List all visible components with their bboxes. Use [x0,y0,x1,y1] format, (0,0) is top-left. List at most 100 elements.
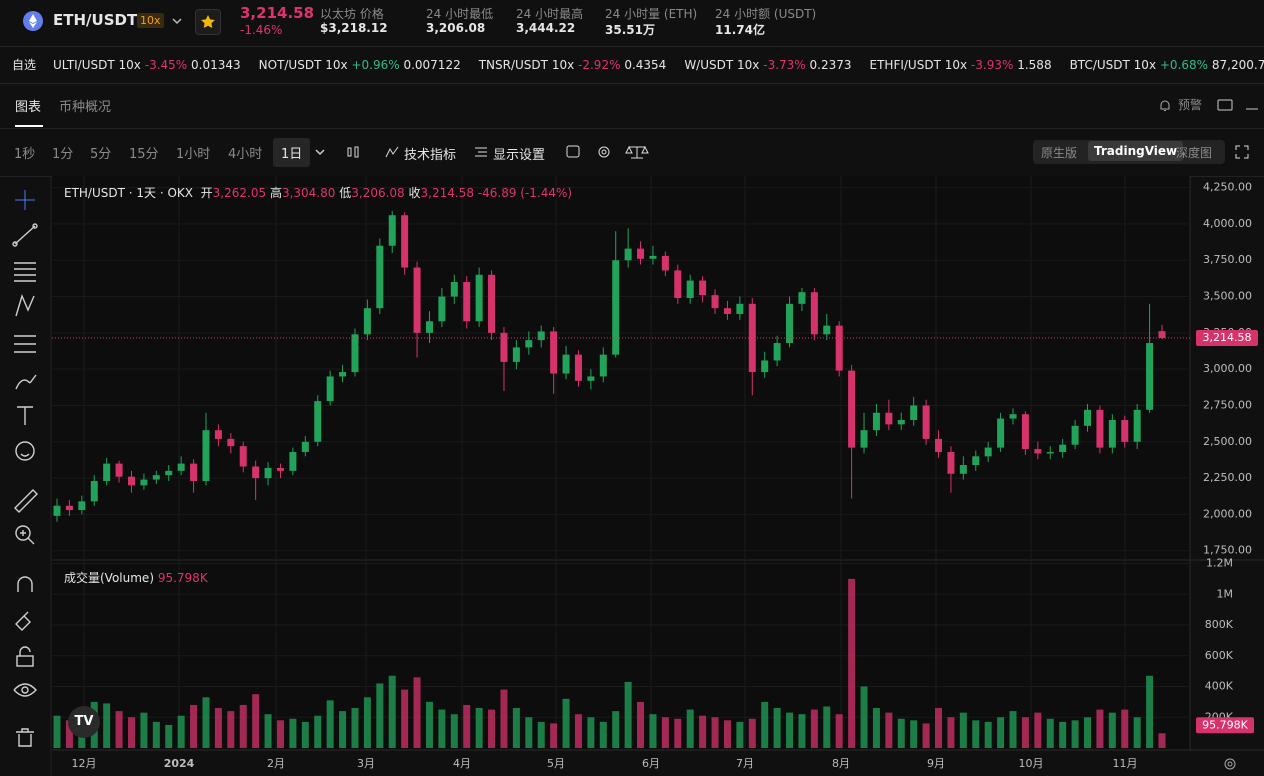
tool-icons[interactable] [565,143,655,161]
stat-value: 3,444.22 [516,21,576,35]
ticker-change: +0.96% [351,58,400,72]
volume-bar [649,714,657,748]
ticker-change: -3.93% [970,58,1014,72]
interval[interactable]: 4小时 [228,147,263,162]
ticker-price: 1.588 [1017,58,1052,72]
candle-type[interactable] [345,144,361,160]
ticker-price: 0.2373 [809,58,852,72]
volume-bar [562,698,570,748]
settings[interactable] [1222,756,1238,772]
display-icon[interactable] [473,144,489,160]
ticker-item[interactable]: BTC/USDT 10x +0.68% 87,200.7 [1070,58,1264,72]
volume-bar [388,675,396,748]
dropdown[interactable] [170,14,184,28]
volume-bar [339,711,347,748]
ticker-item[interactable]: NOT/USDT 10x +0.96% 0.007122 [259,58,461,72]
candle-body [1084,409,1092,426]
interval[interactable]: 1小时 [176,147,211,162]
candle-body [562,354,570,374]
candle-body [103,463,111,482]
volume-bar [1034,712,1042,748]
interval[interactable]: 1日 [273,138,311,167]
tab-overview[interactable]: 币种概况 [59,100,112,115]
volume-bar [686,709,694,748]
candle-body [475,274,483,322]
display-settings[interactable]: 显示设置 [493,148,546,163]
tab-chart[interactable]: 图表 [15,100,42,115]
view-option[interactable]: 原生版 [1041,146,1078,160]
bell-icon[interactable] [1157,97,1173,113]
stat-label: 24 小时量 (ETH) [605,7,698,21]
candle-body [413,267,421,333]
volume-bar [351,708,359,748]
candle-body [488,274,496,333]
layout-icons[interactable] [1216,97,1260,113]
candle-body [289,451,297,471]
stat-value: 35.51万 [605,23,655,37]
interval[interactable]: 15分 [129,147,159,162]
volume-bar [127,717,135,748]
legend-label: 低 [339,186,352,200]
more-intervals[interactable] [313,145,327,159]
volume-bar [264,714,272,748]
tv-logo[interactable]: TV [68,706,100,738]
volume-bar [512,708,520,748]
indicator-icon[interactable] [384,144,400,160]
candle-body [748,303,756,373]
candle-body [165,470,173,476]
candle-body [761,360,769,373]
candle-body [674,270,682,299]
view-option[interactable]: 深度图 [1176,146,1213,160]
candle-body [550,331,558,374]
legend-value: 3,262.05 [212,186,267,200]
interval[interactable]: 1分 [52,147,74,162]
candle-body [1096,409,1104,448]
interval[interactable]: 5分 [90,147,112,162]
stat-label: 以太坊 价格 [320,7,384,21]
candle-body [314,401,322,442]
candle-body [1133,409,1141,442]
legend-value: 3,214.58 [420,186,474,200]
candle-body [835,325,843,371]
volume-bar [786,712,794,748]
y-tick-label: 2,500.00 [1203,435,1252,448]
y-tick-label: 4,250.00 [1203,181,1252,194]
candle-body [1121,420,1129,442]
pair[interactable]: ETH/USDT [53,11,138,29]
volume-bar [897,718,905,748]
volume-bar [723,720,731,748]
volume-bar [550,723,558,748]
y-tick-label: 3,000.00 [1203,362,1252,375]
candle-body [1046,451,1054,454]
volume-bar [798,714,806,748]
favorite[interactable] [195,9,221,35]
candle-body [885,412,893,425]
candle-body [512,347,520,362]
legend-label: 收 [408,186,421,200]
watchlist-label[interactable]: 自选 [12,58,37,72]
y-tick-label: 2,250.00 [1203,471,1252,484]
volume-bar [488,709,496,748]
chart: 12月 2024 2月 3月 4月 5月 6月 7月 8月 9月 10月 11月 1,750.00 2,0… [52,176,1264,770]
interval[interactable]: 1秒 [14,147,36,162]
tabs: 图表 币种概况 预警 [0,84,1264,128]
volume-bar [202,697,210,748]
volume-bar [997,717,1005,748]
volume-bar [413,677,421,748]
volume-bar [165,724,173,748]
volume-bar [376,683,384,748]
fullscreen[interactable] [1234,144,1250,160]
ticker-item[interactable]: ETHFI/USDT 10x -3.93% 1.588 [870,58,1052,72]
volume-bar [624,681,632,748]
ticker-item[interactable]: TNSR/USDT 10x -2.92% 0.4354 [479,58,667,72]
candle-body [587,376,595,381]
ticker-item[interactable]: W/USDT 10x -3.73% 0.2373 [684,58,851,72]
view-option[interactable]: TradingView [1088,141,1184,161]
indicators[interactable]: 技术指标 [404,148,457,163]
ticker-item[interactable]: ULTI/USDT 10x -3.45% 0.01343 [53,58,241,72]
candle-body [612,260,620,355]
alert[interactable]: 预警 [1178,98,1203,112]
legend-title: ETH/USDT · 1天 · OKX [64,186,194,200]
x-tick-label: 7月 [736,757,754,770]
